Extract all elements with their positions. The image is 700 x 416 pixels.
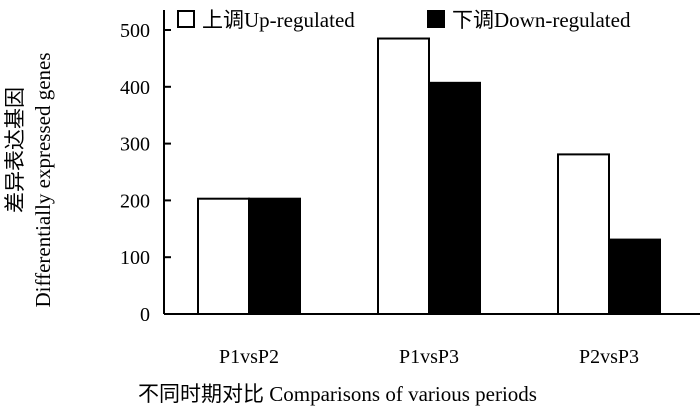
legend-label-down: 下调Down-regulated [452, 8, 631, 32]
x-category-label: P1vsP2 [219, 346, 279, 368]
plot-area: 0 100 200 300 400 500 P1vsP2 P1vsP3 P2vsP3 [120, 10, 700, 368]
y-tick-label: 400 [120, 77, 150, 99]
bar-P1vsP2-down [248, 197, 301, 315]
x-category-label: P1vsP3 [399, 346, 459, 368]
bar-P2vsP3-down [608, 238, 661, 315]
y-ticks: 0 100 200 300 400 500 [120, 20, 171, 326]
x-category-label: P2vsP3 [579, 346, 639, 368]
bar-P1vsP3-down [428, 81, 481, 315]
bars [197, 37, 661, 316]
bar-P2vsP3-up [557, 153, 610, 315]
y-tick-label: 0 [140, 304, 150, 326]
x-category-labels: P1vsP2 P1vsP3 P2vsP3 [219, 346, 639, 368]
legend-swatch-up [177, 10, 195, 28]
y-tick-label: 300 [120, 134, 150, 156]
legend-swatch-down [427, 10, 445, 28]
y-tick-label: 500 [120, 20, 150, 42]
y-axis-label-cn: 差异表达基因 [3, 87, 27, 213]
y-axis-label-en: Differentially expressed genes [31, 52, 55, 307]
legend: 上调Up-regulated 下调Down-regulated [177, 8, 631, 32]
bar-P1vsP3-up [377, 37, 430, 316]
x-axis-label: 不同时期对比 Comparisons of various periods [138, 382, 537, 406]
legend-label-up: 上调Up-regulated [202, 8, 355, 32]
y-tick-label: 100 [120, 247, 150, 269]
y-tick-label: 200 [120, 190, 150, 212]
bar-P1vsP2-up [197, 197, 250, 315]
